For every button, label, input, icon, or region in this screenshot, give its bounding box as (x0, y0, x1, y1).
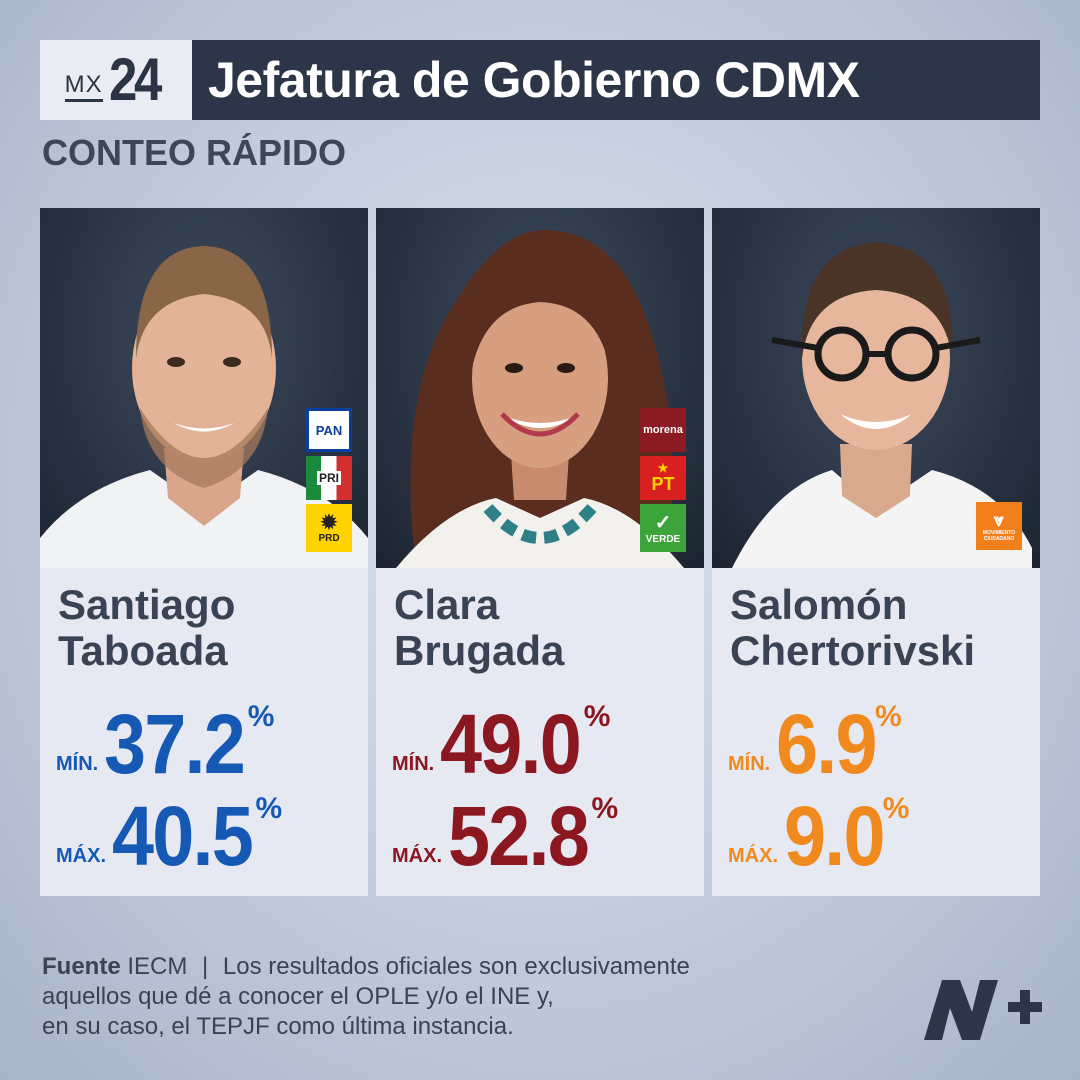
last-name: Chertorivski (730, 627, 976, 674)
first-name: Clara (394, 581, 500, 628)
separator: | (202, 953, 209, 980)
toucan-icon: ✓ (654, 511, 672, 534)
max-value: 52.8 (448, 789, 590, 883)
mx24-logo: MX 24 (40, 40, 192, 120)
page-title: Jefatura de Gobierno CDMX (208, 52, 860, 108)
min-value: 6.9 (776, 697, 877, 791)
title-bar: Jefatura de Gobierno CDMX (192, 40, 1040, 120)
party-label: VERDE (645, 533, 681, 545)
last-name: Taboada (58, 627, 228, 674)
party-logo-prd: ✹ PRD (306, 504, 352, 552)
max-label: MÁX. (728, 845, 778, 867)
candidate-info: Santiago Taboada MÍN. 37.2 % MÁX. 40.5 % (40, 568, 368, 896)
percent-sign: % (875, 700, 902, 733)
party-label: morena (643, 424, 683, 436)
party-label: PAN (315, 422, 343, 438)
min-value: 49.0 (440, 697, 582, 791)
sun-icon: ✹ (320, 511, 338, 534)
disclaimer-line-2: aquellos que dé a conocer el OPLE y/o el… (42, 983, 554, 1010)
party-label: PRD (318, 532, 340, 544)
logo-prefix: MX (64, 72, 103, 102)
candidate-name: Salomón Chertorivski (730, 582, 975, 674)
max-label: MÁX. (56, 845, 106, 867)
n-plus-logo (924, 980, 1042, 1040)
candidate-card-brugada: morena ★ PT ✓ VERDE Clara Brugada MÍN. 4… (376, 208, 704, 896)
party-logo-verde: ✓ VERDE (640, 504, 686, 552)
logo-number: 24 (108, 46, 162, 113)
star-icon: ★ (657, 461, 669, 475)
min-row: MÍN. 37.2 % (56, 697, 274, 791)
candidate-photo: PAN PRI ✹ PRD (40, 208, 368, 568)
source-name: IECM (127, 953, 188, 980)
party-label: PT (651, 474, 675, 494)
min-label: MÍN. (56, 753, 99, 775)
candidate-name: Santiago Taboada (58, 582, 235, 674)
party-logo-morena: morena (640, 408, 686, 452)
party-logo-pt: ★ PT (640, 456, 686, 500)
party-logo-movimiento-ciudadano: ⩔ MOVIMIENTO CIUDADANO (976, 502, 1022, 550)
percent-sign: % (882, 792, 910, 825)
percent-sign: % (591, 792, 619, 825)
portrait-illustration (40, 246, 368, 568)
party-logo-pan: PAN (306, 408, 352, 452)
source-footnote: Fuente IECM | Los resultados oficiales s… (42, 952, 690, 1042)
party-label: PRI (316, 471, 341, 485)
max-value: 40.5 (112, 789, 254, 883)
min-row: MÍN. 6.9 % (728, 697, 902, 791)
min-row: MÍN. 49.0 % (392, 697, 610, 791)
party-label: MOVIMIENTO CIUDADANO (982, 530, 1016, 542)
percent-sign: % (255, 792, 283, 825)
min-value: 37.2 (104, 697, 246, 791)
candidate-info: Clara Brugada MÍN. 49.0 % MÁX. 52.8 % (376, 568, 704, 896)
eagle-icon: ⩔ (993, 510, 1005, 530)
max-row: MÁX. 52.8 % (392, 789, 618, 883)
last-name: Brugada (394, 627, 565, 674)
max-value: 9.0 (784, 789, 885, 883)
max-row: MÁX. 9.0 % (728, 789, 909, 883)
max-label: MÁX. (392, 845, 442, 867)
percent-sign: % (247, 700, 275, 733)
candidate-photo: ⩔ MOVIMIENTO CIUDADANO (712, 208, 1040, 568)
candidate-photo: morena ★ PT ✓ VERDE (376, 208, 704, 568)
portrait-illustration (396, 229, 684, 568)
candidate-info: Salomón Chertorivski MÍN. 6.9 % MÁX. 9.0… (712, 568, 1040, 896)
percent-sign: % (583, 700, 611, 733)
disclaimer-line-1: Los resultados oficiales son exclusivame… (222, 953, 690, 980)
first-name: Salomón (730, 581, 908, 628)
candidate-name: Clara Brugada (394, 582, 564, 674)
candidate-card-taboada: PAN PRI ✹ PRD Santiago Taboada MÍN. 37.2… (40, 208, 368, 896)
min-label: MÍN. (392, 753, 435, 775)
party-logo-pri: PRI (306, 456, 352, 500)
min-label: MÍN. (728, 753, 771, 775)
max-row: MÁX. 40.5 % (56, 789, 282, 883)
candidate-card-chertorivski: ⩔ MOVIMIENTO CIUDADANO Salomón Chertoriv… (712, 208, 1040, 896)
portrait-illustration (732, 242, 1032, 568)
page-subtitle: CONTEO RÁPIDO (42, 132, 347, 173)
source-label: Fuente (42, 953, 121, 980)
disclaimer-line-3: en su caso, el TEPJF como última instanc… (42, 1013, 514, 1040)
first-name: Santiago (58, 581, 236, 628)
